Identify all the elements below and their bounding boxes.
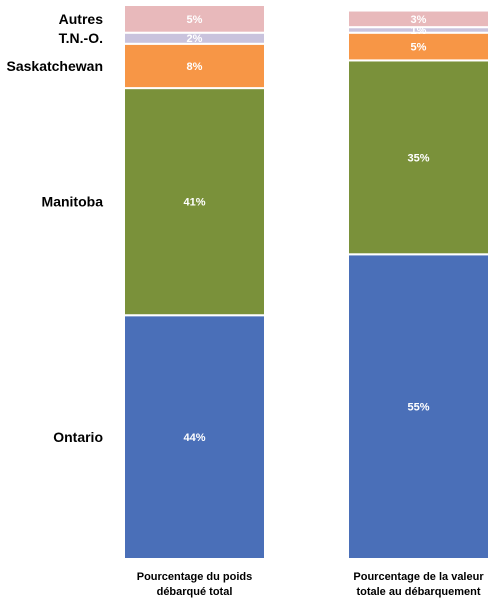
x-tick-label: Pourcentage de la valeur	[353, 571, 484, 583]
data-label: 2%	[187, 33, 203, 45]
data-label: 1%	[411, 25, 427, 37]
series-name-label: Saskatchewan	[7, 58, 104, 74]
x-axis-labels-group: Pourcentage du poids débarqué total Pource…	[137, 571, 485, 598]
data-label: 5%	[187, 14, 203, 26]
series-name-label: Autres	[59, 11, 104, 27]
series-name-label: Manitoba	[42, 194, 104, 210]
x-tick-label: totale au débarquement	[356, 586, 480, 598]
data-label: 3%	[411, 14, 427, 26]
x-tick-label: Pourcentage du poids	[137, 571, 253, 583]
data-label: 41%	[183, 197, 205, 209]
segment-labels-group: 44% 41% 8% 2% 5% 55% 35% 5% 1%3%	[183, 14, 429, 444]
series-name-label: Ontario	[53, 429, 103, 445]
bar-segment-saskatchewan-1	[347, 31, 490, 62]
data-label: 44%	[183, 432, 205, 444]
bar-segment-manitoba-0	[123, 87, 266, 317]
bar-segment-manitoba-1	[347, 59, 490, 256]
x-tick-label: débarqué total	[157, 586, 233, 598]
data-label: 8%	[187, 61, 203, 73]
bar-segment-autres-1	[347, 9, 490, 29]
data-label: 35%	[407, 152, 429, 164]
bar-segment-ontario-0	[123, 314, 266, 560]
data-label: 5%	[411, 42, 427, 54]
data-label: 55%	[407, 402, 429, 414]
series-name-label: T.N.-O.	[59, 30, 103, 46]
series-name-labels-group: Ontario Manitoba Saskatchewan T.N.-O. Autres	[7, 11, 104, 445]
bar-segment-autres-0	[123, 4, 266, 34]
bars-group	[123, 4, 490, 561]
